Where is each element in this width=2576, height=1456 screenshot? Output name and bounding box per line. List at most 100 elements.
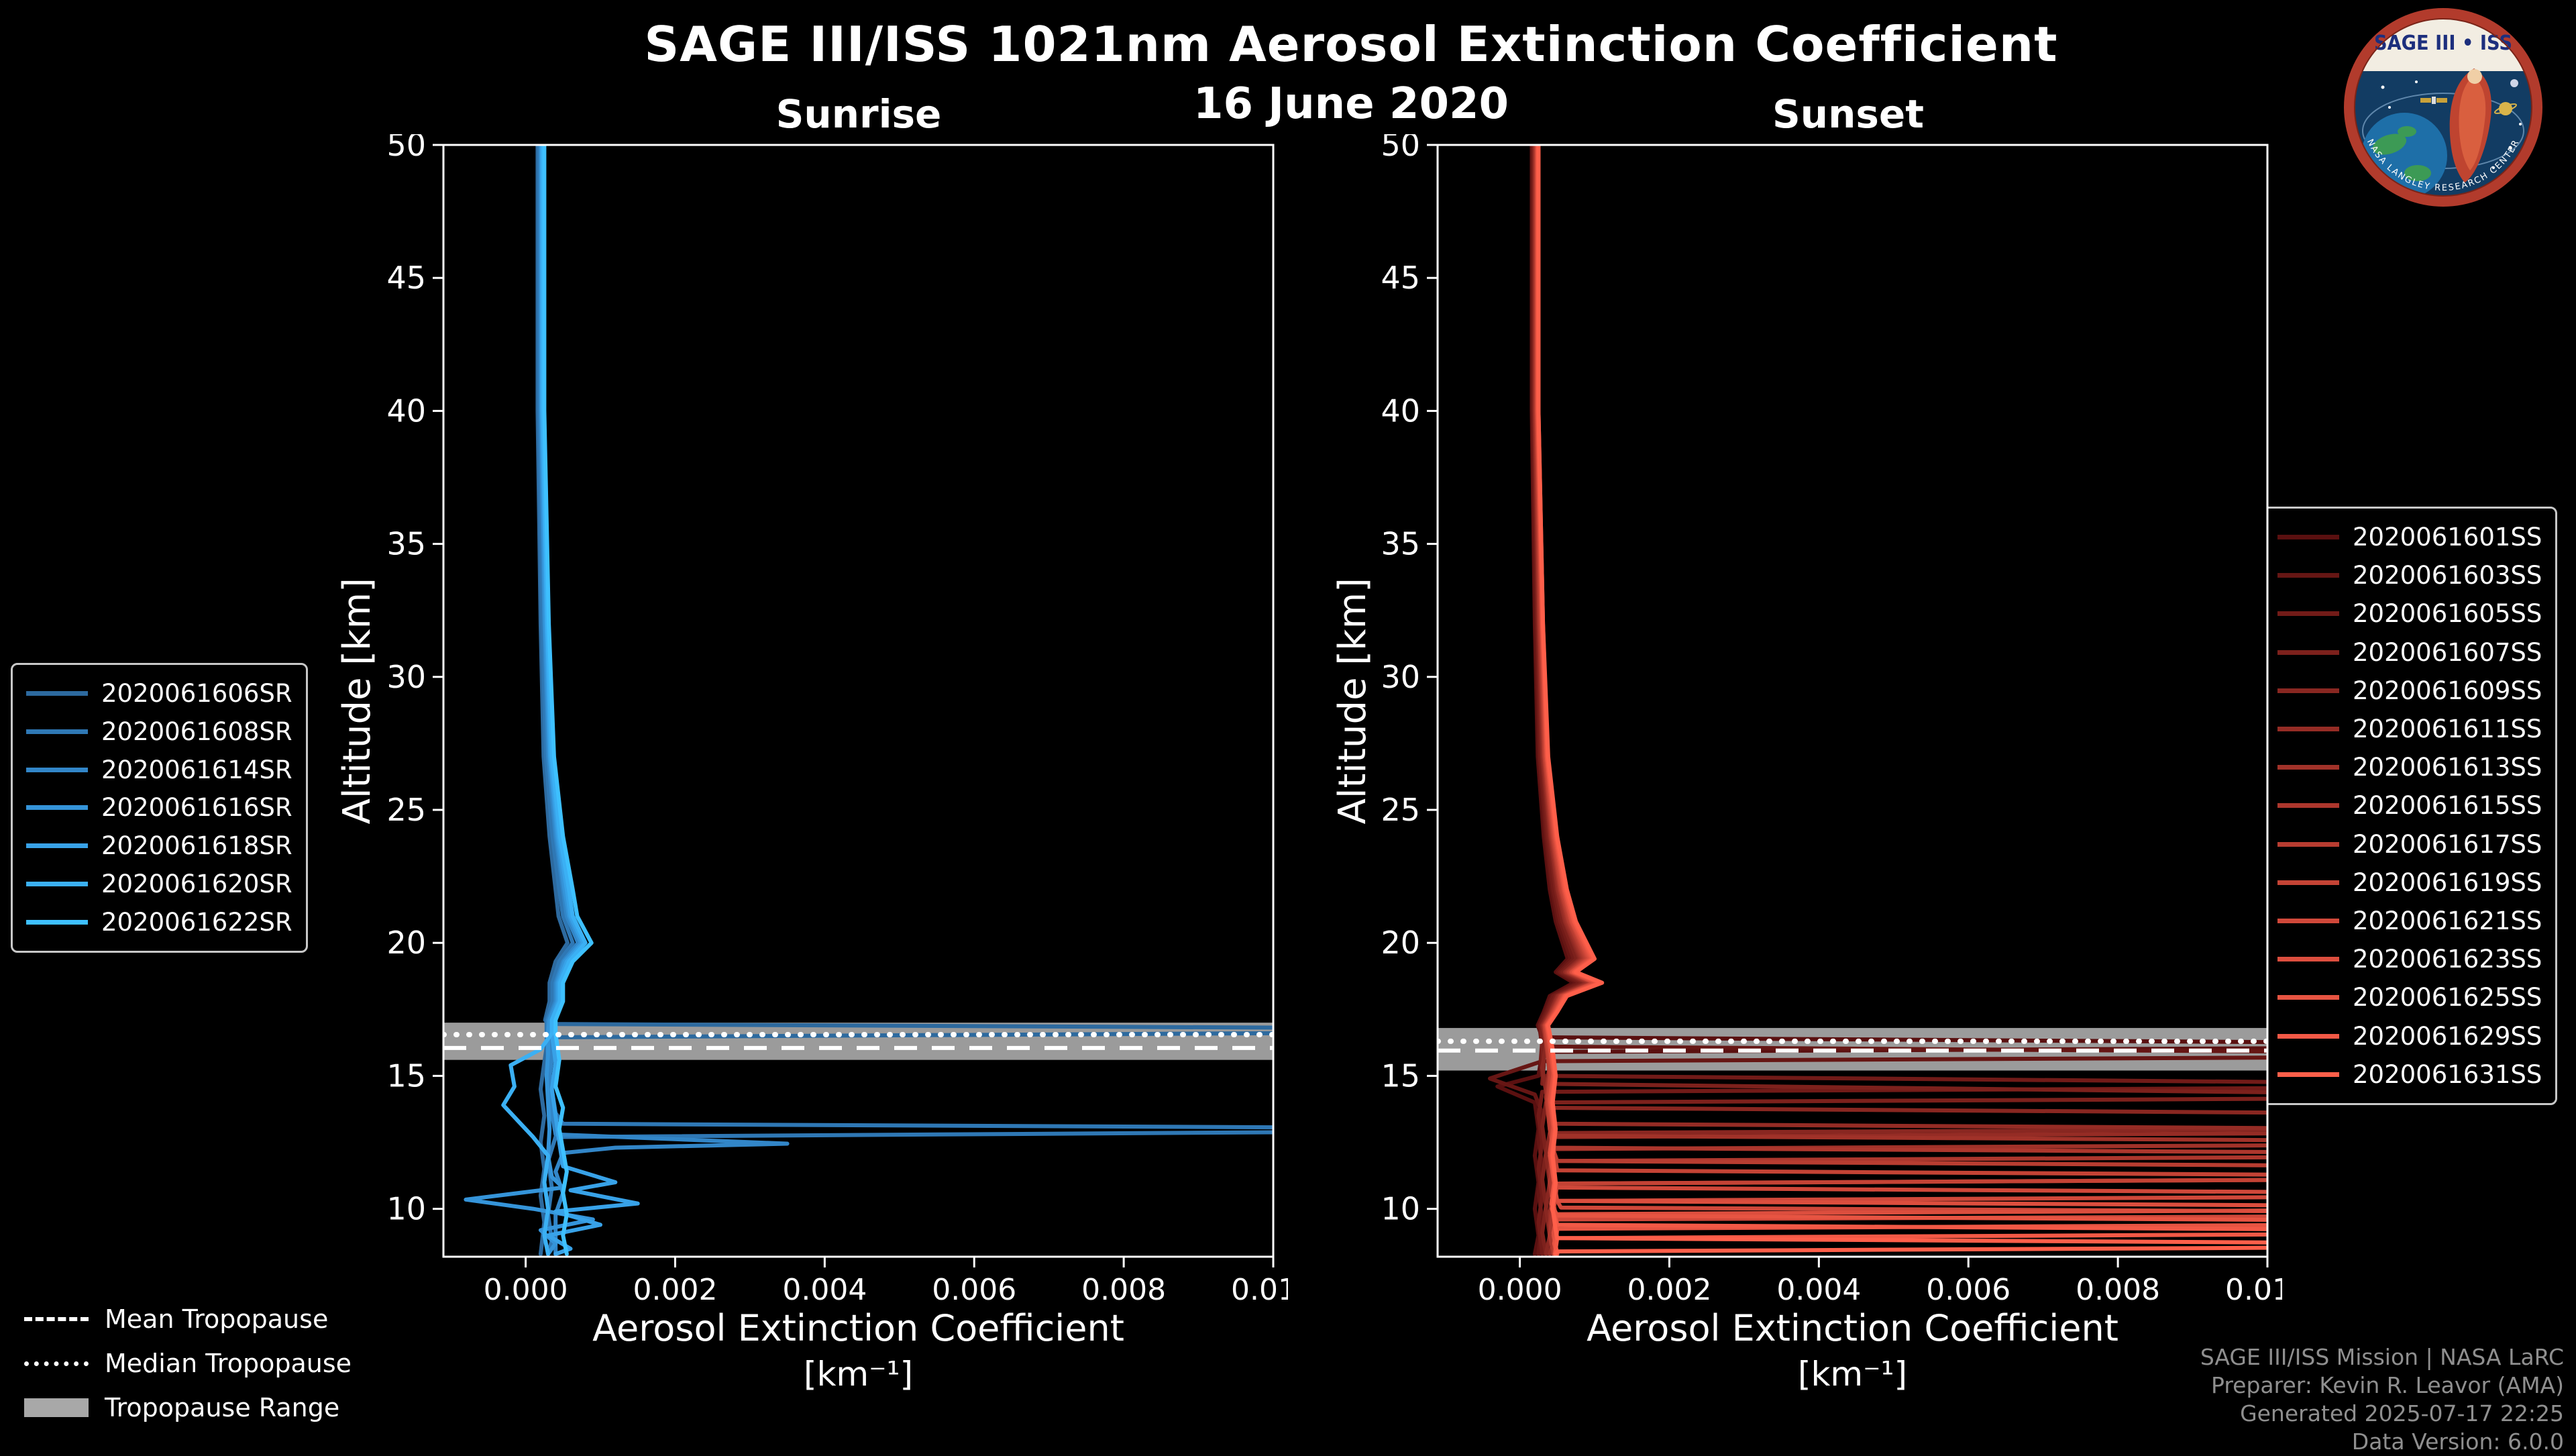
series-line [1536, 145, 2267, 1256]
x-tick-label: 0.010 [1231, 1273, 1288, 1307]
legend-item: 2020061603SS [2277, 561, 2542, 590]
xlabel-sunset-units: [km⁻¹] [1797, 1355, 1908, 1394]
subtitle-sunset: Sunset [1772, 91, 1924, 137]
xlabel-sunrise-text: Aerosol Extinction Coefficient [592, 1307, 1124, 1349]
xlabel-sunset: Aerosol Extinction Coefficient [km⁻¹] [1438, 1307, 2267, 1394]
legend-mean-tropopause: Mean Tropopause [24, 1304, 352, 1334]
y-tick-label: 25 [1381, 792, 1420, 828]
legend-item: 2020061615SS [2277, 791, 2542, 820]
x-tick-label: 0.004 [782, 1273, 867, 1307]
legend-line-swatch [26, 882, 88, 887]
x-tick-label: 0.000 [1478, 1273, 1562, 1307]
dotted-line-swatch [24, 1361, 89, 1366]
legend-item-label: 2020061605SS [2353, 599, 2542, 629]
legend-item: 2020061617SS [2277, 830, 2542, 859]
y-tick-label: 45 [386, 260, 426, 296]
title-block: SAGE III/ISS 1021nm Aerosol Extinction C… [443, 16, 2259, 129]
figure-face [2467, 69, 2482, 84]
x-tick-label: 0.002 [1627, 1273, 1711, 1307]
y-tick-label: 50 [386, 134, 426, 163]
legend-line-swatch [2277, 803, 2339, 809]
series-line [542, 145, 594, 1256]
legend-tropopause-range: Tropopause Range [24, 1393, 352, 1422]
x-tick-label: 0.002 [633, 1273, 717, 1307]
legend-line-swatch [2277, 995, 2339, 1000]
tropopause-legend: Mean Tropopause Median Tropopause Tropop… [24, 1304, 352, 1422]
legend-item: 2020061625SS [2277, 983, 2542, 1012]
xlabel-sunrise: Aerosol Extinction Coefficient [km⁻¹] [443, 1307, 1273, 1394]
legend-item: 2020061620SR [26, 870, 292, 898]
x-tick-label: 0.010 [2225, 1273, 2282, 1307]
legend-line-swatch [26, 843, 88, 849]
legend-item-label: 2020061622SR [101, 907, 292, 937]
legend-sunrise: 2020061606SR 2020061608SR 2020061614SR 2020… [11, 663, 308, 953]
axes-frame [442, 144, 1275, 1258]
legend-line-swatch [2277, 880, 2339, 885]
legend-item-label: 2020061603SS [2353, 561, 2542, 590]
legend-line-swatch [2277, 535, 2339, 540]
x-tick-label: 0.000 [484, 1273, 568, 1307]
x-tick-label: 0.008 [1081, 1273, 1166, 1307]
legend-item: 2020061607SS [2277, 638, 2542, 667]
legend-item: 2020061609SS [2277, 676, 2542, 705]
series-line [501, 145, 588, 1256]
plot-content [1438, 145, 2267, 1256]
legend-line-swatch [26, 767, 88, 772]
mean-tropopause-label: Mean Tropopause [105, 1304, 329, 1334]
legend-item-label: 2020061616SR [101, 793, 292, 823]
legend-item-label: 2020061617SS [2353, 829, 2542, 859]
legend-line-swatch [2277, 688, 2339, 693]
footer-credits: SAGE III/ISS Mission | NASA LaRC Prepare… [2200, 1343, 2564, 1456]
legend-item-label: 2020061613SS [2353, 753, 2542, 782]
legend-item: 2020061622SR [26, 908, 292, 937]
xlabel-sunrise-units: [km⁻¹] [803, 1355, 914, 1394]
legend-line-swatch [2277, 573, 2339, 578]
y-tick-label: 30 [1381, 659, 1420, 695]
legend-item-label: 2020061631SS [2353, 1059, 2542, 1089]
subtitle-sunrise: Sunrise [775, 91, 942, 137]
figure-title: SAGE III/ISS 1021nm Aerosol Extinction C… [644, 16, 2058, 72]
legend-median-tropopause: Median Tropopause [24, 1349, 352, 1378]
dashed-line-swatch [24, 1317, 89, 1321]
y-tick-label: 15 [386, 1057, 426, 1094]
legend-item-label: 2020061608SR [101, 717, 292, 746]
figure-date: 16 June 2020 [1193, 79, 1509, 129]
x-tick-label: 0.006 [932, 1273, 1016, 1307]
y-tick-label: 20 [386, 925, 426, 961]
legend-item-label: 2020061606SR [101, 678, 292, 708]
median-tropopause-label: Median Tropopause [105, 1349, 352, 1378]
xlabel-sunset-text: Aerosol Extinction Coefficient [1587, 1307, 2118, 1349]
legend-item-label: 2020061620SR [101, 870, 292, 899]
legend-item-label: 2020061607SS [2353, 637, 2542, 667]
legend-item: 2020061613SS [2277, 753, 2542, 782]
iss-icon [2420, 97, 2447, 104]
y-tick-label: 35 [1381, 526, 1420, 562]
legend-item: 2020061619SS [2277, 868, 2542, 897]
legend-line-swatch [26, 919, 88, 925]
legend-item: 2020061623SS [2277, 945, 2542, 974]
legend-line-swatch [26, 729, 88, 734]
y-tick-label: 45 [1381, 260, 1420, 296]
moon [2510, 79, 2518, 87]
x-tick-label: 0.008 [2076, 1273, 2160, 1307]
legend-item-label: 2020061619SS [2353, 868, 2542, 897]
legend-item: 2020061631SS [2277, 1060, 2542, 1089]
legend-item: 2020061605SS [2277, 599, 2542, 628]
sunset-plot: 0.000 0.002 0.004 0.006 0.008 0.010 10 15 20 25 30… [1381, 134, 2282, 1307]
legend-line-swatch [2277, 918, 2339, 923]
legend-item: 2020061608SR [26, 717, 292, 746]
legend-line-swatch [2277, 1033, 2339, 1039]
legend-item: 2020061614SR [26, 756, 292, 784]
tropopause-range-label: Tropopause Range [105, 1393, 340, 1422]
axes-frame [1436, 144, 2269, 1258]
legend-item-label: 2020061601SS [2353, 523, 2542, 552]
legend-item: 2020061601SS [2277, 523, 2542, 552]
y-tick-label: 35 [386, 526, 426, 562]
logo-title: SAGE III • ISS [2374, 32, 2512, 55]
legend-item-label: 2020061614SR [101, 755, 292, 784]
y-tick-label: 25 [386, 792, 426, 828]
footer-preparer: Preparer: Kevin R. Leavor (AMA) [2211, 1372, 2564, 1398]
legend-item-label: 2020061625SS [2353, 983, 2542, 1012]
legend-item-label: 2020061618SR [101, 831, 292, 861]
